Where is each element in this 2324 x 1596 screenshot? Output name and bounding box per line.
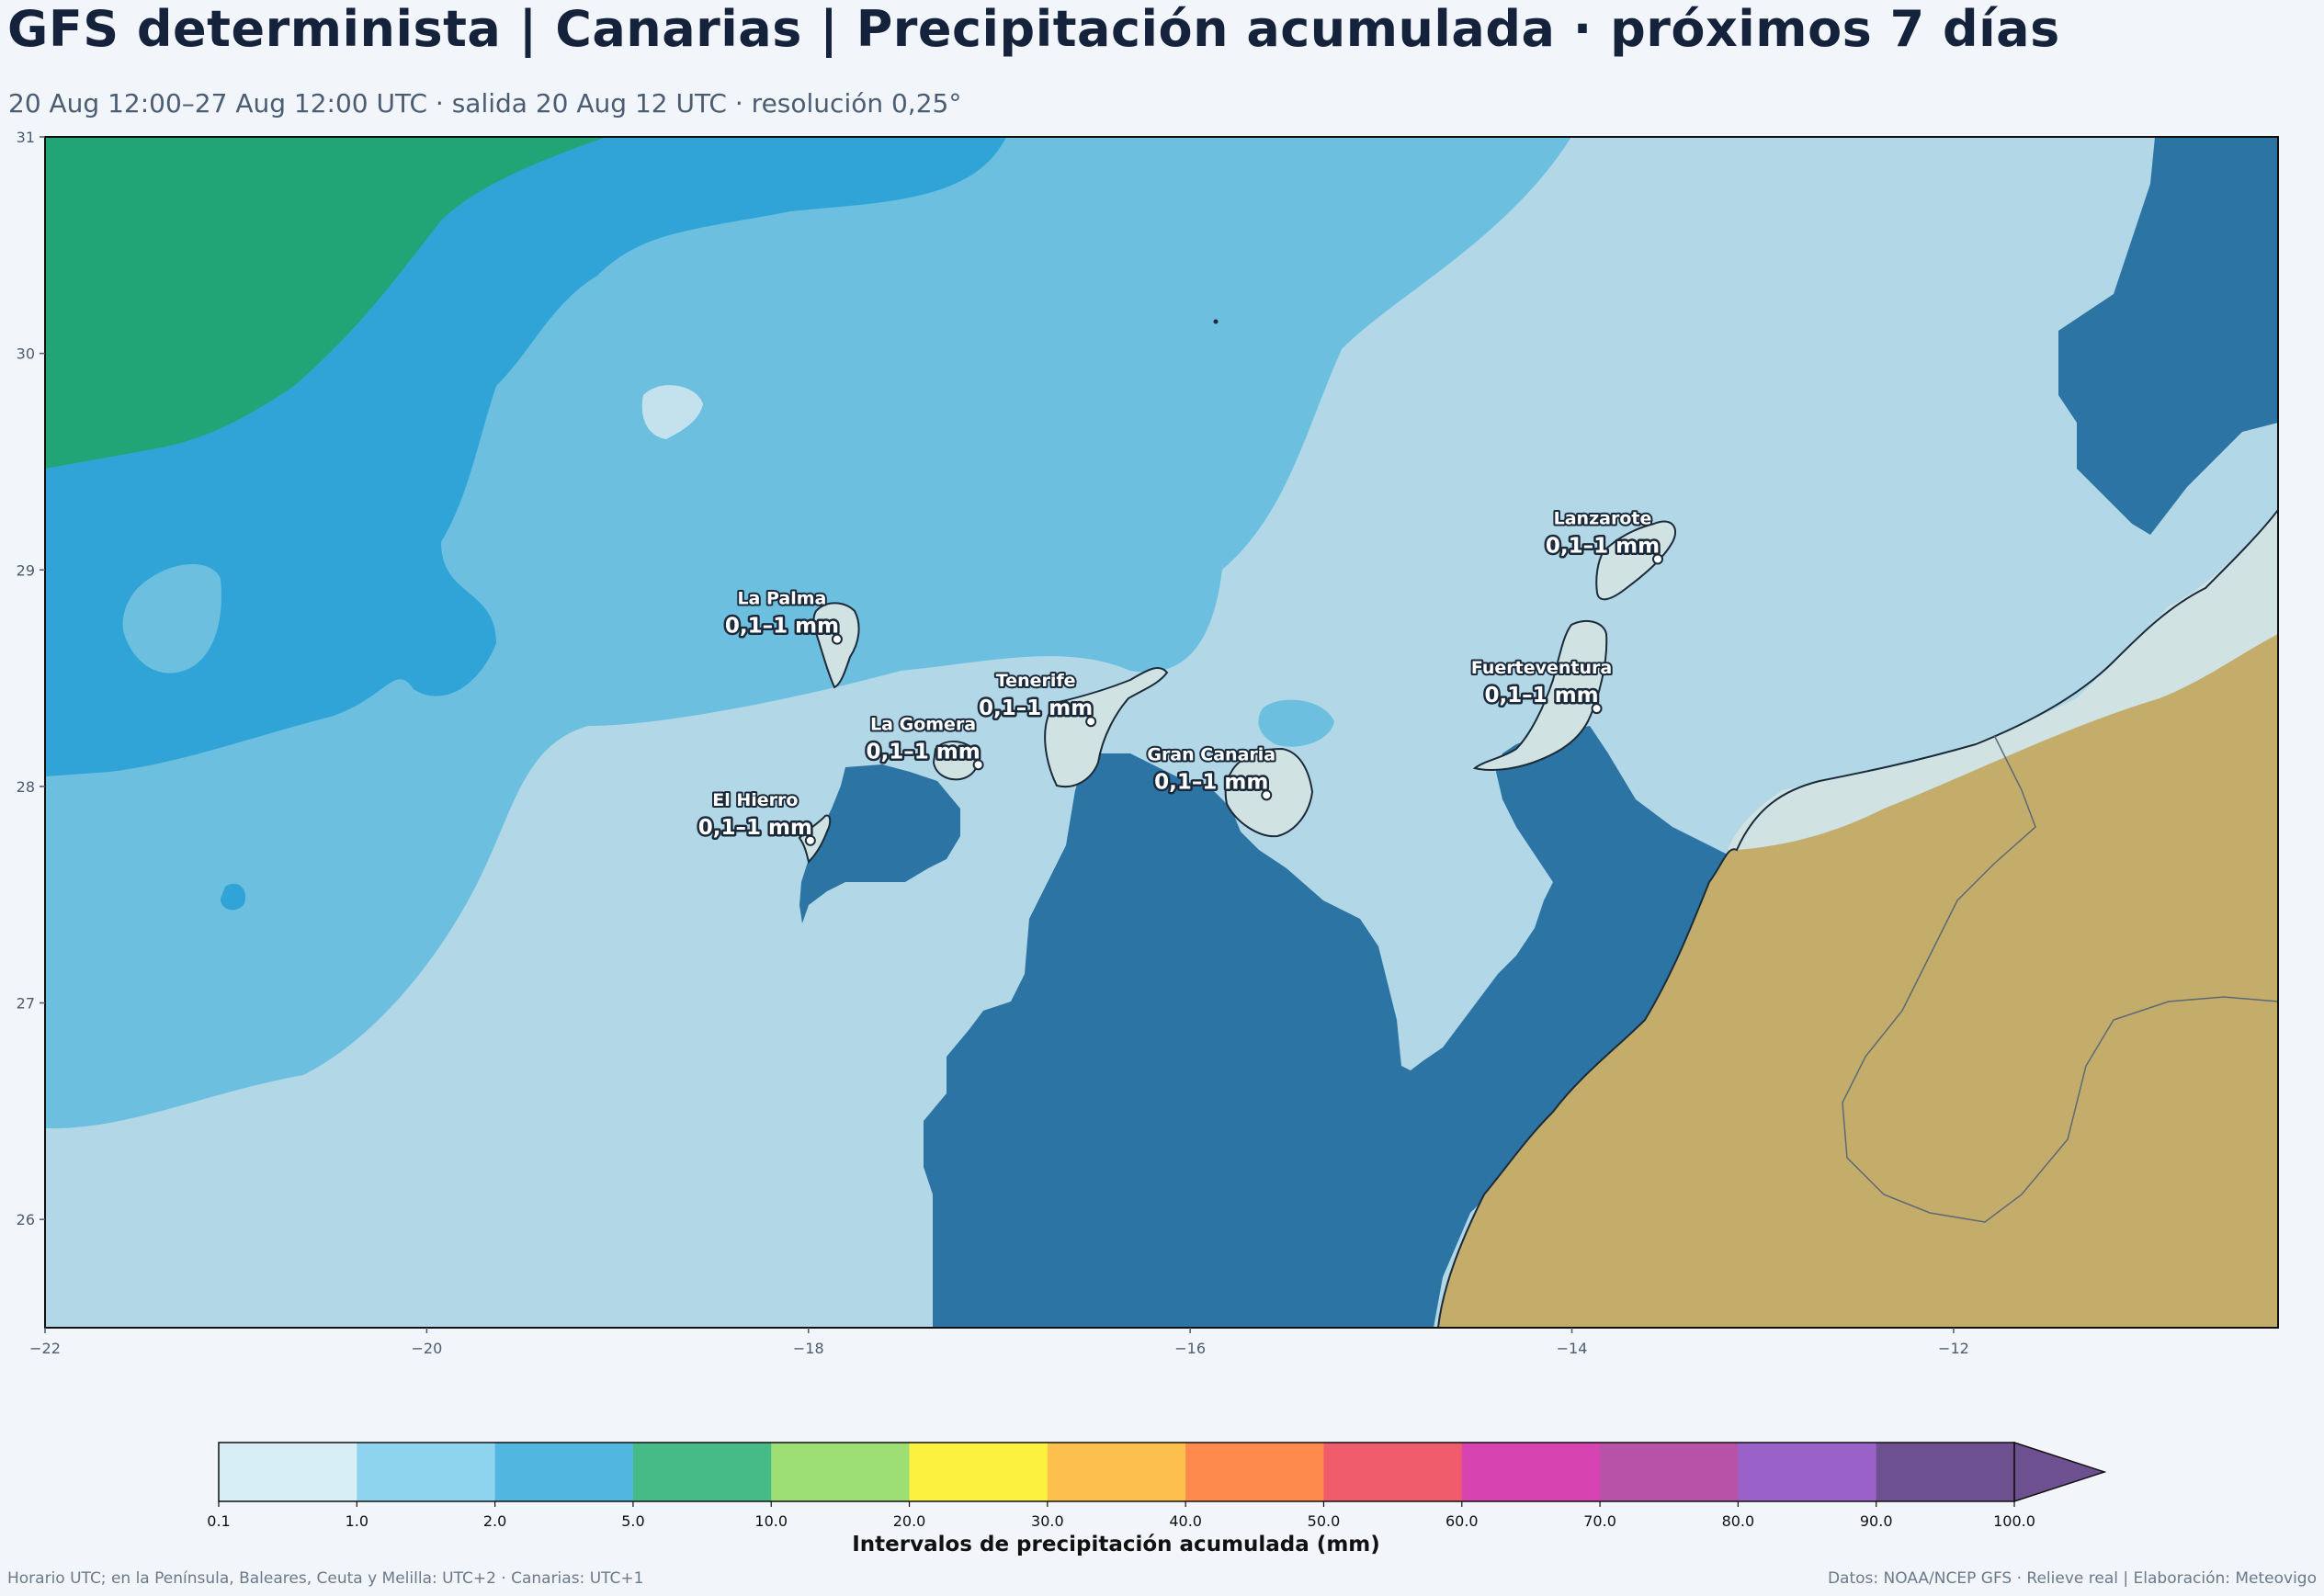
colorbar-tick-label: 90.0 (1860, 1512, 1893, 1530)
footer-credits: Datos: NOAA/NCEP GFS · Relieve real | El… (1827, 1569, 2317, 1588)
colorbar-tick-label: 10.0 (754, 1512, 788, 1530)
y-tick-label: 31 (17, 129, 35, 146)
island-marker (831, 633, 843, 645)
colorbar-tick-label: 0.1 (207, 1512, 230, 1530)
y-tick-label: 26 (17, 1211, 35, 1228)
island-value-label: 0,1–1 mm (1546, 534, 1660, 558)
island-value-label: 0,1–1 mm (1484, 684, 1598, 707)
island-name-label: Lanzarote (1554, 508, 1652, 528)
x-tick-label: −22 (29, 1340, 61, 1357)
island-tenerife (1044, 666, 1169, 788)
island-value-label: 0,1–1 mm (1154, 770, 1268, 794)
colorbar-tick-label: 2.0 (483, 1512, 506, 1530)
colorbar-segment (1876, 1443, 2015, 1501)
band-below-east (2058, 137, 2278, 535)
colorbar-tick-label: 30.0 (1031, 1512, 1064, 1530)
island-marker (1652, 553, 1663, 565)
island-name-label: Tenerife (996, 671, 1076, 691)
colorbar-segment (1738, 1443, 1877, 1501)
x-tick-label: −12 (1938, 1340, 1969, 1357)
land-light (1728, 510, 2278, 850)
island-marker (1085, 716, 1097, 728)
page-title: GFS determinista | Canarias | Precipitac… (7, 0, 2060, 58)
axis-ticks: −22 −20 −18 −16 −14 −12 31 30 29 28 27 26 (17, 129, 1969, 1357)
y-tick-label: 29 (17, 561, 35, 579)
band-1-2-spot (1258, 699, 1334, 747)
colorbar-segment (1461, 1443, 1601, 1501)
colorbar-segment (494, 1443, 634, 1501)
island-name-label: Gran Canaria (1147, 744, 1275, 764)
x-tick-label: −20 (412, 1340, 443, 1357)
band-5-10 (45, 137, 607, 469)
band-below-south (924, 726, 1728, 1328)
colorbar-frame (218, 1442, 2015, 1502)
island-name-label: La Gomera (870, 714, 976, 734)
colorbar-segment (1600, 1443, 1739, 1501)
colorbar-segment (632, 1443, 772, 1501)
island-marker (972, 759, 984, 771)
colorbar-tick-label: 60.0 (1445, 1512, 1479, 1530)
page-subtitle: 20 Aug 12:00–27 Aug 12:00 UTC · salida 2… (8, 88, 962, 119)
island-marker (1261, 789, 1273, 801)
band-2-5-spot (221, 883, 246, 911)
colorbar-tick-label: 20.0 (893, 1512, 926, 1530)
island-value-label: 0,1–1 mm (979, 696, 1093, 720)
y-tick-label: 28 (17, 778, 35, 796)
island-la-palma (812, 602, 860, 689)
island-fuerteventura (1472, 619, 1608, 771)
colorbar-tick-label: 80.0 (1722, 1512, 1755, 1530)
island-name-label: Fuerteventura (1471, 658, 1612, 678)
light-blob (641, 385, 703, 439)
colorbar-tick-label: 40.0 (1169, 1512, 1202, 1530)
island-name-label: El Hierro (712, 790, 798, 810)
colorbar: 0.1 1.0 2.0 5.0 10.0 20.0 30.0 40.0 50.0 60.0 70.0… (207, 1441, 2107, 1530)
coastline (1437, 509, 2278, 1328)
island-value-label: 0,1–1 mm (698, 816, 812, 840)
footer-timezone-note: Horario UTC; en la Península, Baleares, … (7, 1569, 644, 1588)
x-tick-label: −18 (793, 1340, 824, 1357)
island-marker (1591, 703, 1603, 715)
colorbar-tick-label: 50.0 (1308, 1512, 1341, 1530)
y-tick-label: 30 (17, 345, 35, 363)
land-desert (1438, 634, 2278, 1328)
islet-marker (1213, 319, 1219, 324)
border-line (1842, 734, 2278, 1223)
island-marker (804, 834, 816, 846)
colorbar-segment (1323, 1443, 1463, 1501)
x-tick-label: −14 (1557, 1340, 1588, 1357)
colorbar-segment (771, 1443, 911, 1501)
band-1-2-pocket (122, 563, 221, 673)
colorbar-segment (219, 1443, 357, 1501)
island-value-label: 0,1–1 mm (725, 615, 839, 639)
precipitation-field (45, 137, 2278, 1328)
colorbar-segment (357, 1443, 496, 1501)
colorbar-tick-label: 70.0 (1583, 1512, 1616, 1530)
colorbar-segment (1185, 1443, 1324, 1501)
y-tick-label: 27 (17, 995, 35, 1013)
island-value-label: 0,1–1 mm (867, 740, 981, 764)
island-name-label: La Palma (737, 589, 826, 609)
x-tick-label: −16 (1174, 1340, 1206, 1357)
band-below-gomera (799, 764, 960, 923)
colorbar-segment (909, 1443, 1049, 1501)
colorbar-segment (1047, 1443, 1186, 1501)
colorbar-tick-label: 5.0 (621, 1512, 644, 1530)
island-la-gomera (932, 741, 979, 781)
colorbar-tick-label: 100.0 (1993, 1512, 2035, 1530)
colorbar-extend-arrow (2013, 1441, 2107, 1503)
map-frame (44, 136, 2279, 1329)
colorbar-label: Intervalos de precipitación acumulada (m… (852, 1533, 1380, 1556)
colorbar-tick-label: 1.0 (346, 1512, 368, 1530)
